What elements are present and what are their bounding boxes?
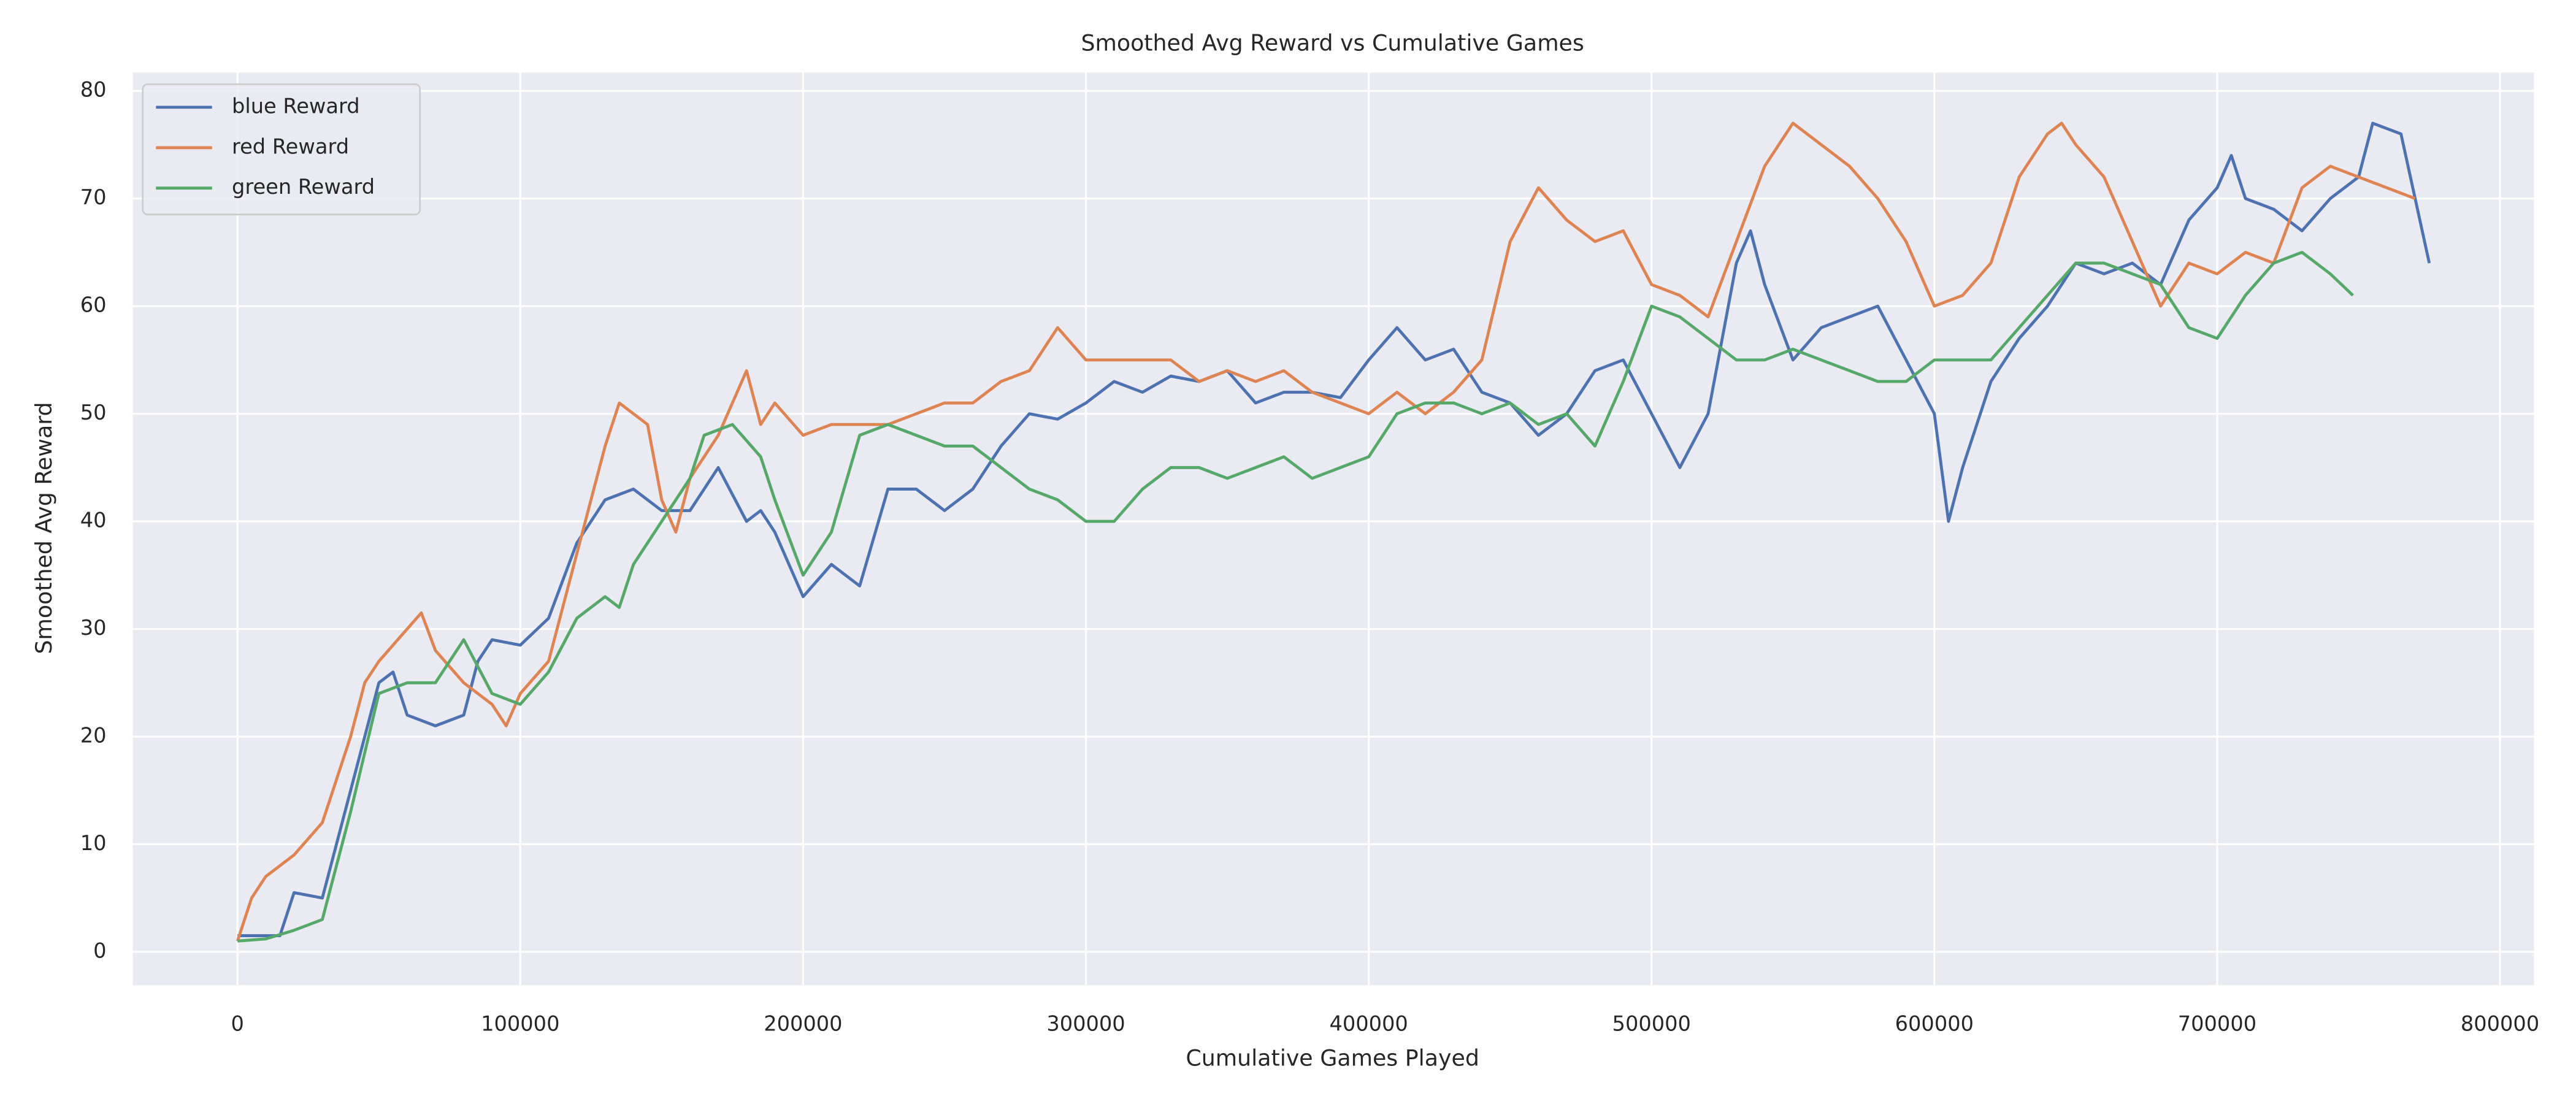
data-line (237, 250, 2354, 943)
y-tick-label: 20 (80, 723, 107, 747)
legend-label: blue Reward (232, 94, 360, 118)
y-tick-label: 30 (80, 616, 107, 640)
x-axis-title: Cumulative Games Played (1186, 1045, 1479, 1071)
x-tick-label: 300000 (1046, 1011, 1125, 1035)
y-tick-label: 50 (80, 401, 107, 424)
data-line (237, 121, 2431, 937)
x-tick-label: 400000 (1329, 1011, 1408, 1035)
x-tick-label: 700000 (2178, 1011, 2256, 1035)
y-tick-label: 10 (80, 831, 107, 855)
y-tick-label: 70 (80, 185, 107, 209)
x-tick-label: 500000 (1612, 1011, 1691, 1035)
legend-label: red Reward (232, 134, 349, 158)
x-tick-label: 200000 (764, 1011, 842, 1035)
y-tick-label: 60 (80, 293, 107, 317)
y-tick-label: 40 (80, 508, 107, 532)
x-tick-label: 100000 (481, 1011, 559, 1035)
x-tick-label: 0 (231, 1011, 243, 1035)
legend-box (142, 83, 421, 216)
y-tick-label: 80 (80, 78, 107, 102)
plot-background (132, 72, 2534, 986)
legend-label: green Reward (232, 175, 375, 199)
data-line (236, 121, 2416, 942)
x-tick-label: 600000 (1895, 1011, 1974, 1035)
y-axis-title: Smoothed Avg Reward (31, 402, 57, 654)
y-tick-label: 0 (93, 938, 106, 962)
chart-title: Smoothed Avg Reward vs Cumulative Games (1081, 30, 1584, 56)
x-tick-label: 800000 (2461, 1011, 2539, 1035)
